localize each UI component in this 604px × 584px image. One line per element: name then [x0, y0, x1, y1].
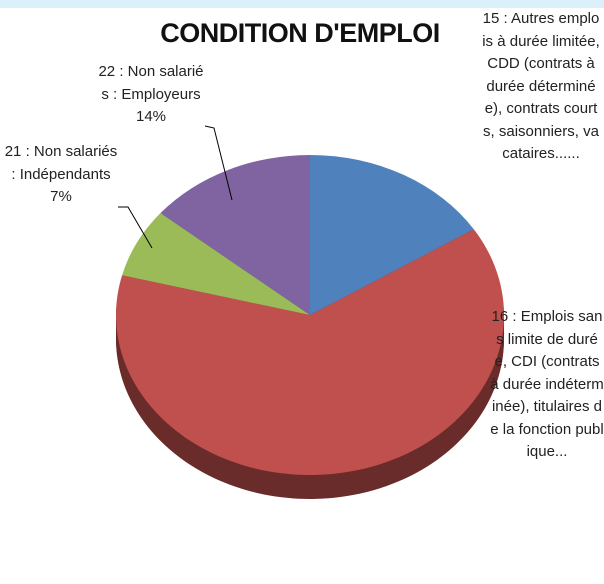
category-label: 22 : Non salariés : Employeurs	[98, 63, 204, 103]
category-label: 15 : Autres emplois à durée limitée, CDD…	[482, 10, 600, 162]
pie-slice	[116, 229, 504, 475]
value-label: 14%	[135, 108, 167, 125]
value-label: 7%	[50, 188, 72, 205]
leader-line	[118, 206, 153, 249]
chart-title: CONDITION D'EMPLOI	[160, 18, 440, 48]
pie-slice	[122, 213, 310, 315]
slice-label: 16 : Emplois sans limite de durée, CDI (…	[490, 306, 604, 464]
pie-slice	[310, 155, 474, 315]
pie-slice	[160, 155, 310, 315]
category-label: 21 : Non salariés : Indépendants	[4, 143, 118, 183]
category-label: 16 : Emplois sans limite de durée, CDI (…	[490, 308, 604, 460]
slice-label: 22 : Non salariés : Employeurs 14%	[96, 61, 206, 129]
leader-line	[204, 125, 233, 201]
slice-label: 15 : Autres emplois à durée limitée, CDD…	[482, 8, 600, 166]
slice-label: 21 : Non salariés : Indépendants 7%	[2, 141, 120, 209]
top-bar	[0, 0, 604, 8]
